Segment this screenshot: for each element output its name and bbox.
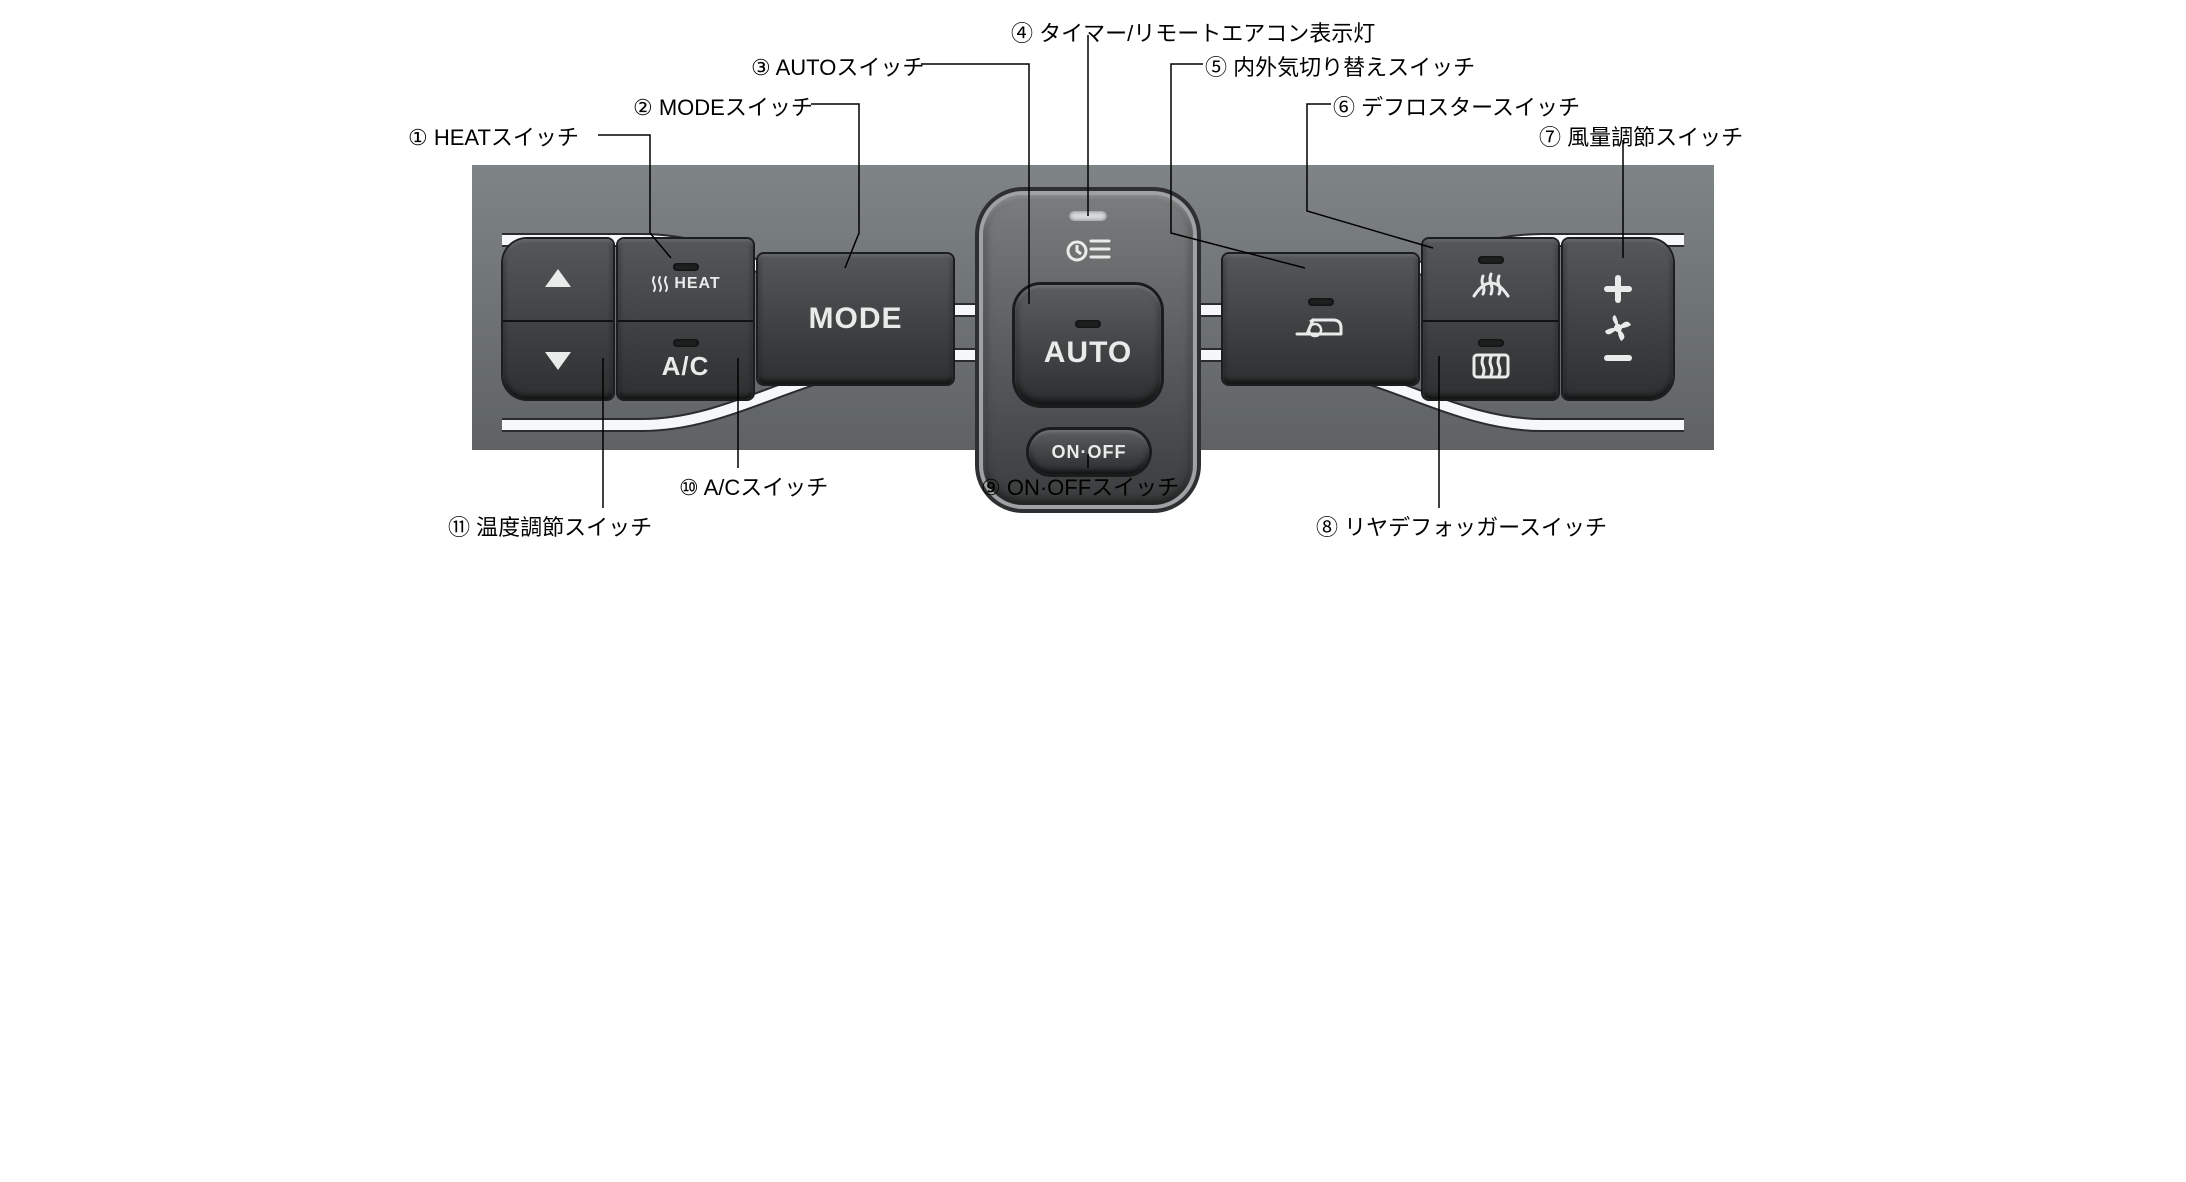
minus-icon bbox=[1604, 353, 1632, 363]
ac-label: A/C bbox=[662, 351, 710, 382]
heat-label: HEAT bbox=[674, 275, 720, 293]
heat-led bbox=[673, 263, 699, 271]
ac-switch[interactable]: A/C bbox=[618, 320, 753, 399]
callout-label: ⑧ リヤデフォッガースイッチ bbox=[1316, 510, 1607, 542]
callout-label: ⑥ デフロスタースイッチ bbox=[1333, 90, 1580, 122]
timer-indicator-led bbox=[1069, 211, 1107, 221]
callout-label: ⑩ A/Cスイッチ bbox=[679, 470, 828, 502]
on-off-button-label: ON·OFF bbox=[1052, 442, 1127, 463]
mode-switch[interactable]: MODE bbox=[758, 254, 953, 384]
callout-label: ④ タイマー/リモートエアコン表示灯 bbox=[1011, 16, 1375, 48]
timer-airflow-icon bbox=[1063, 233, 1113, 265]
heat-waves-icon bbox=[650, 275, 670, 293]
ac-led bbox=[673, 339, 699, 347]
front-defrost-icon bbox=[1468, 266, 1514, 300]
defroster-switch bbox=[1423, 239, 1558, 399]
callout-label: ③ AUTOスイッチ bbox=[751, 50, 924, 82]
auto-led bbox=[1075, 320, 1101, 328]
callout-label: ① HEATスイッチ bbox=[408, 120, 579, 152]
recirc-led bbox=[1308, 298, 1334, 306]
heat-ac-switch: HEAT A/C bbox=[618, 239, 753, 399]
rear-defrost-icon bbox=[1468, 349, 1514, 383]
callout-label: ⑦ 風量調節スイッチ bbox=[1539, 120, 1743, 152]
fan-speed-switch[interactable] bbox=[1563, 239, 1673, 399]
heat-switch[interactable]: HEAT bbox=[618, 239, 753, 316]
auto-button[interactable]: AUTO bbox=[1015, 285, 1161, 405]
temperature-switch[interactable] bbox=[503, 239, 613, 399]
triangle-up-icon bbox=[543, 267, 573, 289]
auto-button-label: AUTO bbox=[1044, 336, 1132, 370]
recirculation-switch[interactable] bbox=[1223, 254, 1418, 384]
callout-label: ② MODEスイッチ bbox=[633, 90, 813, 122]
fan-icon bbox=[1603, 313, 1633, 343]
mode-label: MODE bbox=[809, 302, 903, 336]
rear-defogger-switch[interactable] bbox=[1423, 320, 1558, 399]
recirc-icon bbox=[1291, 310, 1351, 340]
front-defrost-led bbox=[1478, 256, 1504, 264]
callout-label: ⑪ 温度調節スイッチ bbox=[448, 510, 652, 542]
callout-label: ⑤ 内外気切り替えスイッチ bbox=[1205, 50, 1475, 82]
triangle-down-icon bbox=[543, 350, 573, 372]
rear-defog-led bbox=[1478, 339, 1504, 347]
front-defroster-switch[interactable] bbox=[1423, 239, 1558, 316]
plus-icon bbox=[1604, 275, 1632, 303]
callout-label: ⑨ ON·OFFスイッチ bbox=[981, 470, 1179, 502]
on-off-button[interactable]: ON·OFF bbox=[1029, 430, 1149, 474]
